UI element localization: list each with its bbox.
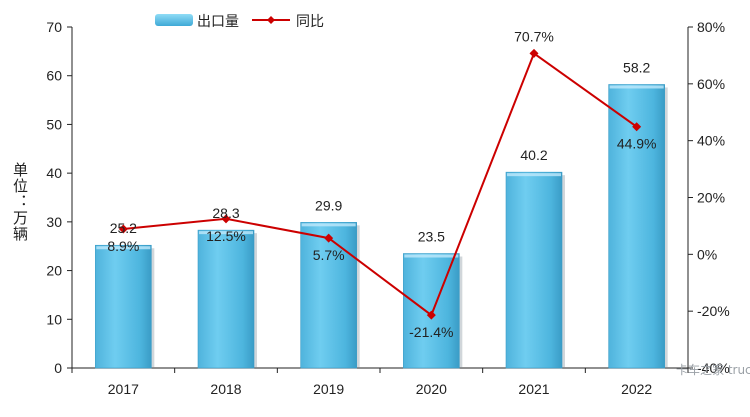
bar-highlight bbox=[301, 223, 356, 227]
bar-value-label: 58.2 bbox=[623, 59, 650, 75]
bar-highlight bbox=[199, 231, 253, 235]
y2-tick-label: -20% bbox=[697, 303, 730, 319]
y2-tick-label: 80% bbox=[697, 19, 725, 35]
line-point bbox=[632, 122, 642, 132]
y2-tick-label: 60% bbox=[697, 76, 725, 92]
x-tick-label: 2019 bbox=[313, 381, 344, 397]
legend: 出口量 同比 bbox=[155, 14, 324, 30]
y2-tick-label: 40% bbox=[697, 133, 725, 149]
line-series-group bbox=[118, 48, 642, 320]
line-point bbox=[324, 233, 334, 243]
y-tick-label: 0 bbox=[54, 360, 62, 376]
legend-swatch-bar bbox=[155, 14, 193, 26]
y-tick-label: 10 bbox=[46, 311, 62, 327]
bar-highlight bbox=[609, 85, 664, 89]
y2-tick-label: 0% bbox=[697, 246, 717, 262]
bar-value-label: 28.3 bbox=[212, 205, 239, 221]
watermark: 卡车之家 truck view bbox=[676, 362, 750, 377]
y-tick-label: 30 bbox=[46, 214, 62, 230]
bar-value-label: 23.5 bbox=[418, 229, 445, 245]
bar bbox=[505, 171, 563, 369]
y-tick-label: 40 bbox=[46, 165, 62, 181]
bar-value-label: 29.9 bbox=[315, 197, 342, 213]
bar-highlight bbox=[404, 254, 459, 258]
y-axis-title-text: 单位：万辆 bbox=[11, 162, 29, 242]
x-tick-label: 2021 bbox=[518, 381, 549, 397]
legend-label-line: 同比 bbox=[296, 14, 324, 30]
line-value-label: 5.7% bbox=[313, 247, 345, 263]
line-value-label: 44.9% bbox=[617, 136, 657, 152]
bar-value-label: 40.2 bbox=[520, 147, 547, 163]
bar bbox=[300, 222, 357, 369]
y2-tick-label: 20% bbox=[697, 190, 725, 206]
x-tick-label: 2017 bbox=[108, 381, 139, 397]
legend-swatch-marker bbox=[267, 16, 275, 24]
bar-highlight bbox=[507, 173, 561, 177]
y-tick-label: 50 bbox=[46, 116, 62, 132]
bars-group bbox=[95, 84, 668, 369]
y-tick-label: 20 bbox=[46, 263, 62, 279]
line-value-label: 12.5% bbox=[206, 228, 246, 244]
line-value-label: -21.4% bbox=[409, 324, 453, 340]
y-axis-title: 单位：万辆 bbox=[11, 162, 29, 242]
x-tick-label: 2018 bbox=[210, 381, 241, 397]
data-labels-group: 25.2 28.3 29.9 23.5 40.2 58.2 8.9% 12.5% 5.7% -21… bbox=[107, 28, 656, 340]
line-point bbox=[426, 310, 436, 320]
y-tick-label: 70 bbox=[46, 19, 62, 35]
bar bbox=[608, 84, 665, 369]
line-point bbox=[221, 214, 231, 224]
y-tick-label: 60 bbox=[46, 68, 62, 84]
x-tick-label: 2022 bbox=[621, 381, 652, 397]
line-value-label: 70.7% bbox=[514, 28, 554, 44]
line-point bbox=[529, 48, 539, 58]
bar-highlight bbox=[96, 246, 151, 250]
y2-tick-label: -40% bbox=[697, 360, 730, 376]
line-value-label: 8.9% bbox=[107, 238, 139, 254]
bar bbox=[95, 244, 152, 369]
bar bbox=[197, 229, 255, 369]
line-point bbox=[118, 224, 128, 234]
line-series-path bbox=[123, 51, 638, 317]
x-tick-label: 2020 bbox=[416, 381, 447, 397]
axes: 0 10 20 30 40 50 60 70 -40% -20% 0% 20% 40% 60% 80% 201… bbox=[46, 19, 729, 397]
legend-label-bar: 出口量 bbox=[197, 14, 239, 30]
bar-value-label: 25.2 bbox=[110, 220, 137, 236]
